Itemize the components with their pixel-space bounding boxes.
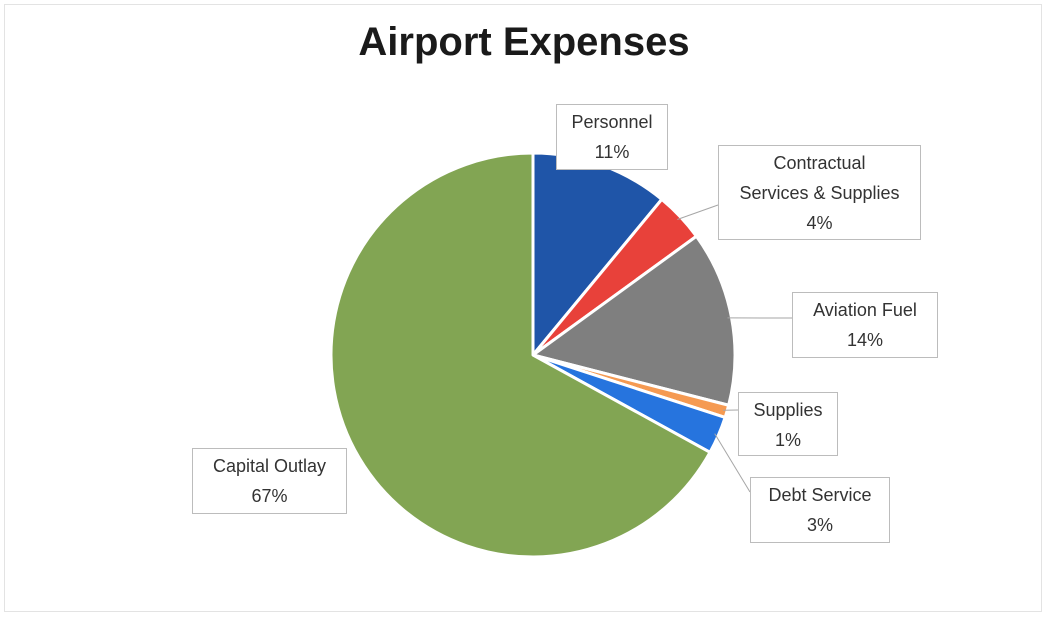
slice-value: 11% [594, 142, 630, 162]
slice-value: 3% [806, 515, 833, 535]
leader-line-contractual [677, 204, 719, 220]
slice-label: Supplies [753, 400, 823, 420]
slice-label: Capital Outlay [212, 456, 327, 476]
chart-frame [4, 4, 1042, 612]
slice-label-line: Contractual [773, 153, 866, 173]
callout-capital-outlay: Capital Outlay 67% [192, 448, 347, 514]
leader-line-debt-service [714, 433, 751, 493]
slice-value: 14% [846, 330, 884, 350]
slice-value: 67% [251, 486, 288, 506]
callout-personnel: Personnel 11% [556, 104, 668, 170]
chart-title: Airport Expenses [358, 20, 690, 64]
slice-value: 4% [806, 213, 833, 233]
slice-label: Aviation Fuel [813, 300, 917, 320]
pie-slices [329, 151, 737, 559]
slice-label-line: Services & Supplies [739, 183, 900, 203]
callout-debt-service: Debt Service 3% [750, 477, 890, 543]
slice-value: 1% [774, 430, 801, 450]
slice-label: Personnel [571, 112, 653, 132]
pie-slice-capital-outlay [329, 151, 712, 559]
callout-contractual: Contractual Services & Supplies 4% [718, 145, 921, 240]
leader-lines [677, 204, 793, 493]
slice-label: Debt Service [768, 485, 872, 505]
callout-aviation-fuel: Aviation Fuel 14% [792, 292, 938, 358]
pie-slice-aviation-fuel [531, 234, 737, 407]
callout-supplies: Supplies 1% [738, 392, 838, 456]
